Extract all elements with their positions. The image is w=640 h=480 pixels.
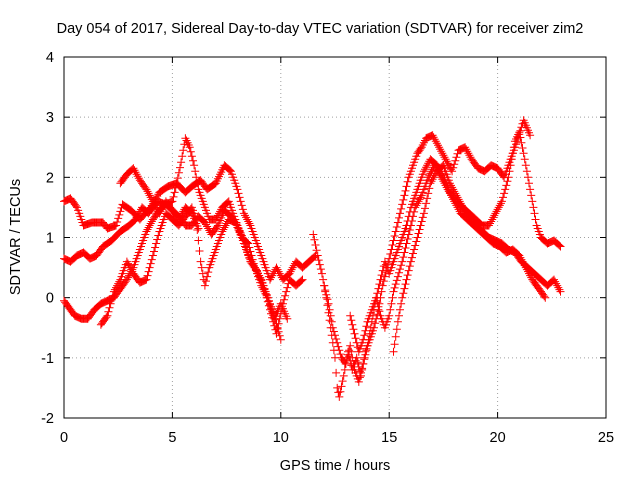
x-tick-label: 0 — [60, 430, 68, 446]
series-track-9 — [389, 161, 565, 356]
y-tick-label: 4 — [46, 50, 54, 66]
y-tick-label: 1 — [46, 231, 54, 247]
x-tick-label: 10 — [273, 430, 289, 446]
data-series — [60, 116, 565, 401]
x-tick-label: 5 — [168, 430, 176, 446]
y-tick-label: -2 — [41, 411, 54, 427]
y-tick-label: -1 — [41, 351, 54, 367]
x-tick-label: 25 — [598, 430, 614, 446]
x-tick-label: 20 — [490, 430, 506, 446]
data-point-markers — [116, 164, 203, 233]
x-axis-ticks: 0 5 10 15 20 25 — [60, 57, 614, 446]
y-axis-ticks: -2 -1 0 1 2 3 4 — [41, 50, 606, 427]
y-axis-label: SDTVAR / TECUs — [8, 179, 24, 295]
x-tick-label: 15 — [381, 430, 397, 446]
y-tick-label: 2 — [46, 170, 54, 186]
y-tick-label: 3 — [46, 110, 54, 126]
data-point-markers — [96, 203, 292, 329]
series-track-5 — [116, 164, 203, 233]
x-axis-label: GPS time / hours — [280, 458, 390, 474]
chart-title: Day 054 of 2017, Sidereal Day-to-day VTE… — [57, 21, 584, 37]
y-tick-label: 0 — [46, 291, 54, 307]
data-point-markers — [389, 161, 565, 356]
series-track-4 — [96, 203, 292, 329]
